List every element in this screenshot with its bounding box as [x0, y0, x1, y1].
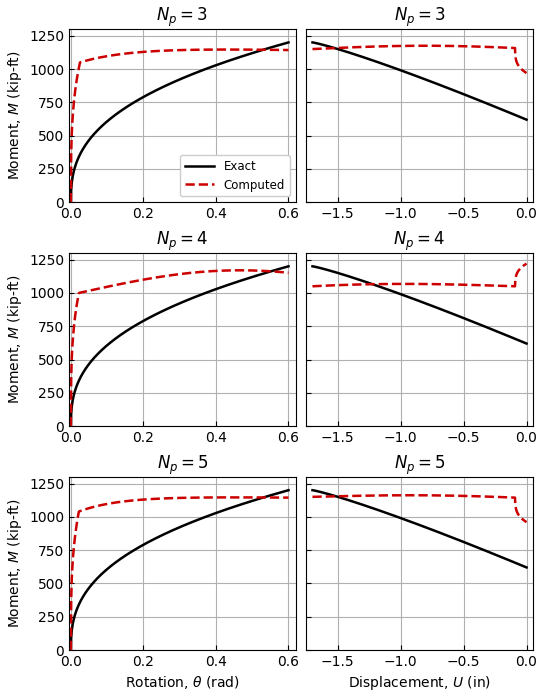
Computed — [285, 269, 292, 277]
Computed — [67, 646, 74, 654]
Line: Computed: Computed — [71, 50, 288, 202]
Exact — [194, 68, 201, 76]
Computed — [237, 266, 243, 274]
Line: Exact: Exact — [71, 490, 288, 650]
Computed — [194, 45, 201, 54]
Line: Exact: Exact — [71, 43, 288, 202]
Title: $N_p = 3$: $N_p = 3$ — [393, 6, 446, 29]
Computed — [81, 505, 88, 514]
Computed — [200, 45, 206, 54]
Computed — [200, 267, 206, 276]
Exact — [67, 422, 74, 431]
Computed — [194, 268, 201, 276]
Exact — [255, 47, 262, 55]
Title: $N_p = 5$: $N_p = 5$ — [157, 453, 208, 477]
Computed — [81, 288, 88, 296]
Line: Computed: Computed — [71, 270, 288, 426]
Computed — [233, 266, 239, 274]
Computed — [255, 45, 262, 54]
Exact — [67, 646, 74, 654]
Exact — [206, 288, 213, 296]
Computed — [255, 493, 262, 502]
Title: $N_p = 4$: $N_p = 4$ — [156, 230, 208, 253]
Y-axis label: Moment, $M$ (kip-ft): Moment, $M$ (kip-ft) — [5, 51, 23, 181]
Computed — [67, 422, 74, 431]
Exact — [194, 292, 201, 300]
Title: $N_p = 5$: $N_p = 5$ — [394, 453, 446, 477]
Computed — [285, 46, 292, 54]
Legend: Exact, Computed: Exact, Computed — [180, 155, 290, 196]
Exact — [200, 290, 206, 298]
Exact — [194, 516, 201, 524]
Computed — [194, 493, 201, 502]
Exact — [67, 198, 74, 207]
Exact — [206, 64, 213, 72]
X-axis label: Rotation, $\theta$ (rad): Rotation, $\theta$ (rad) — [125, 674, 240, 692]
Exact — [81, 366, 88, 375]
Exact — [285, 262, 292, 271]
Computed — [206, 45, 213, 54]
Computed — [67, 198, 74, 207]
Exact — [285, 486, 292, 494]
Exact — [200, 66, 206, 74]
Computed — [224, 45, 230, 54]
Computed — [230, 493, 237, 502]
Computed — [233, 45, 239, 54]
Exact — [206, 511, 213, 519]
X-axis label: Displacement, $U$ (in): Displacement, $U$ (in) — [348, 674, 491, 692]
Exact — [255, 271, 262, 279]
Line: Computed: Computed — [71, 498, 288, 650]
Computed — [233, 493, 239, 502]
Computed — [285, 493, 292, 502]
Computed — [206, 493, 213, 502]
Exact — [200, 514, 206, 522]
Line: Exact: Exact — [71, 267, 288, 426]
Y-axis label: Moment, $M$ (kip-ft): Moment, $M$ (kip-ft) — [5, 275, 23, 404]
Exact — [255, 495, 262, 503]
Computed — [200, 493, 206, 502]
Exact — [233, 502, 239, 510]
Exact — [233, 278, 239, 286]
Exact — [233, 54, 239, 63]
Y-axis label: Moment, $M$ (kip-ft): Moment, $M$ (kip-ft) — [5, 498, 23, 628]
Computed — [206, 267, 213, 276]
Title: $N_p = 4$: $N_p = 4$ — [393, 230, 446, 253]
Title: $N_p = 3$: $N_p = 3$ — [157, 6, 208, 29]
Exact — [81, 142, 88, 151]
Exact — [81, 591, 88, 599]
Computed — [81, 57, 88, 66]
Exact — [285, 38, 292, 47]
Computed — [255, 267, 262, 275]
